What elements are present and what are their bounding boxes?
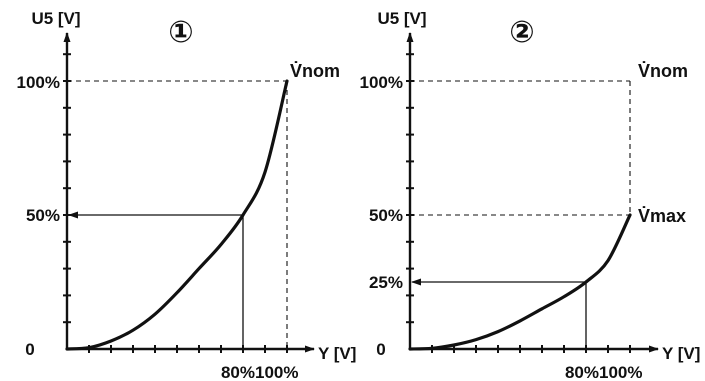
panel-1-vnom-label: V̇nom xyxy=(290,60,340,81)
panel-1-y-minor-ticks xyxy=(63,53,71,324)
panel-1-curve xyxy=(65,79,289,351)
panel-1-x-axis-label: Y [V] xyxy=(318,344,356,363)
panel-2-vmax-label: V̇max xyxy=(638,205,686,226)
panel-2-y-tick-100: 100% xyxy=(360,73,403,92)
panel-2-x-tick-100: 100% xyxy=(599,363,642,381)
panel-1-y-tick-0: 0 xyxy=(25,340,34,359)
panel-1-x-tick-80: 80% xyxy=(221,363,255,381)
panel-2-x-tick-80: 80% xyxy=(565,363,599,381)
panel-2-vnom-label: V̇nom xyxy=(638,60,688,81)
panel-2-x-axis-label: Y [V] xyxy=(662,344,700,363)
panel-1-y-axis-label: U5 [V] xyxy=(31,9,80,28)
panel-2-y-tick-25: 25% xyxy=(369,273,403,292)
panel-2-y-tick-50: 50% xyxy=(369,206,403,225)
panel-2-number: ② xyxy=(509,16,534,49)
chart-panel-1: ① U5 [V] Y [V] 100% 50% 0 80% 100% V̇nom xyxy=(17,9,357,381)
panel-2-curve xyxy=(408,213,632,351)
panel-1-number: ① xyxy=(168,16,193,49)
panel-1-x-tick-100: 100% xyxy=(255,363,298,381)
panel-1-y-tick-50: 50% xyxy=(26,206,60,225)
panel-1-y-tick-100: 100% xyxy=(17,73,60,92)
panel-2-y-axis-label: U5 [V] xyxy=(377,9,426,28)
chart-panel-2: ② U5 [V] Y [V] 100% 50% 25% 0 80% 100% V… xyxy=(360,9,701,381)
panel-2-y-tick-0: 0 xyxy=(376,340,385,359)
